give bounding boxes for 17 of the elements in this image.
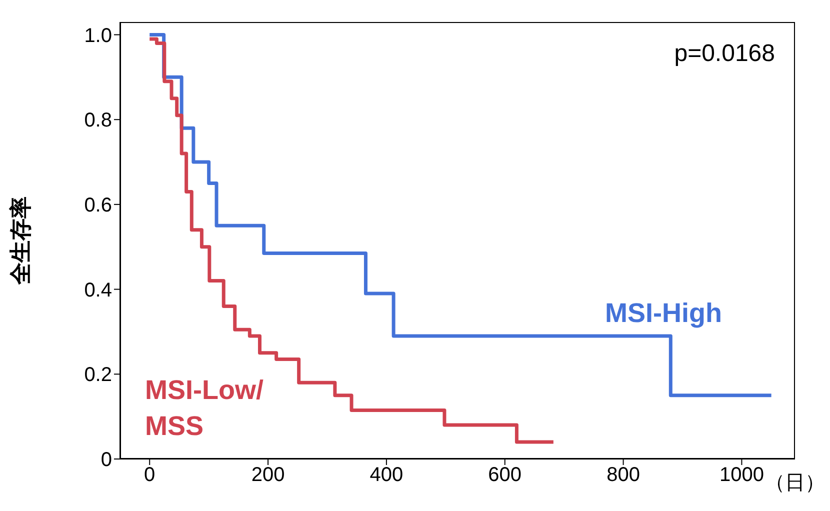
x-tick-label: 600 bbox=[488, 464, 522, 486]
y-tick-label: 0.4 bbox=[84, 279, 112, 302]
series-label: MSI-High bbox=[605, 297, 723, 330]
x-tick-label: 800 bbox=[606, 464, 640, 486]
series-label: MSI-Low/MSS bbox=[145, 374, 264, 444]
x-tick-label: 200 bbox=[251, 464, 285, 486]
y-tick-label: 0.6 bbox=[84, 194, 112, 217]
annotation: p=0.0168 bbox=[673, 40, 775, 68]
x-axis-title: （日） bbox=[765, 471, 825, 496]
y-tick-label: 1.0 bbox=[84, 24, 112, 47]
y-tick-label: 0.2 bbox=[84, 364, 112, 386]
x-tick-label: 1000 bbox=[719, 464, 764, 486]
y-axis-title: 全生存率 bbox=[8, 196, 33, 286]
y-tick-label: 0 bbox=[100, 449, 112, 472]
y-tick-label: 0.8 bbox=[84, 110, 112, 132]
x-tick-label: 400 bbox=[370, 464, 404, 486]
x-tick-label: 0 bbox=[144, 464, 156, 486]
